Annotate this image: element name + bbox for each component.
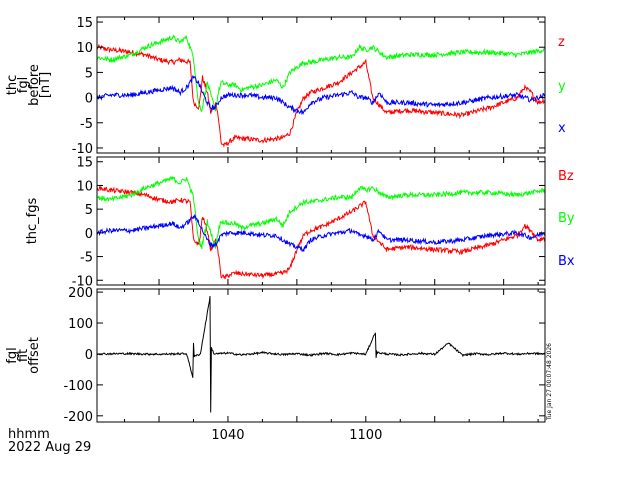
y-tick-label: 10 (76, 179, 93, 194)
y-axis-label-line: fgl (5, 347, 20, 363)
series-line-Bx (97, 213, 545, 252)
y-tick-label: 100 (68, 317, 93, 332)
y-tick-label: 10 (76, 41, 93, 56)
legend-label-x: x (558, 121, 566, 136)
x-tick-label: 1040 (211, 428, 244, 443)
y-tick-label: 15 (76, 16, 93, 31)
series-line-y (97, 34, 545, 113)
series-line-Bz (97, 184, 545, 280)
y-tick-label: -5 (80, 251, 93, 266)
timestamp-label: Tue Jan 27 00:07:48 2026 (546, 343, 553, 421)
legend-label-z: z (558, 35, 565, 50)
y-tick-label: 5 (85, 203, 93, 218)
panel-frame (96, 288, 546, 423)
chart-panels: -10-5051015thcfglbefore[nT]zyx-10-505101… (5, 16, 575, 443)
series-line-By (97, 175, 545, 250)
y-tick-label: 0 (85, 348, 93, 363)
legend-label-y: y (558, 79, 566, 94)
x-tick-label: 1100 (349, 428, 382, 443)
y-tick-label: 5 (85, 66, 93, 81)
y-axis-label-line: fit (16, 349, 31, 362)
y-axis-label-line: fgl (16, 77, 31, 93)
y-tick-label: -100 (63, 379, 93, 394)
x-axis-label-unit: hhmm (8, 427, 50, 442)
legend-label-By: By (558, 211, 575, 226)
y-axis-label-line: offset (27, 337, 42, 374)
y-tick-label: -200 (63, 410, 93, 425)
legend-label-Bz: Bz (558, 169, 574, 184)
y-tick-label: -10 (72, 274, 93, 289)
y-tick-label: -5 (80, 117, 93, 132)
y-axis-label-line: thc_fgs (25, 197, 40, 244)
series-line-offset (97, 296, 545, 413)
panel-fgs: -10 -5 0 5 10 15 thc_fgs Bz By Bx (25, 156, 575, 290)
panel-frame (96, 156, 546, 286)
y-axis-label-line: thc (5, 75, 20, 95)
y-tick-label: 15 (76, 156, 93, 171)
series-line-z (97, 43, 545, 148)
legend-label-Bx: Bx (558, 254, 575, 269)
y-tick-label: 0 (85, 227, 93, 242)
panel-frame (96, 16, 546, 154)
y-tick-label: 200 (68, 286, 93, 301)
y-axis-label-line: before (27, 64, 42, 106)
y-tick-label: 0 (85, 92, 93, 107)
x-axis-label-date: 2022 Aug 29 (8, 440, 91, 455)
y-axis-label-line: [nT] (38, 72, 53, 98)
series-line-x (97, 74, 545, 116)
y-tick-label: -10 (72, 142, 93, 157)
